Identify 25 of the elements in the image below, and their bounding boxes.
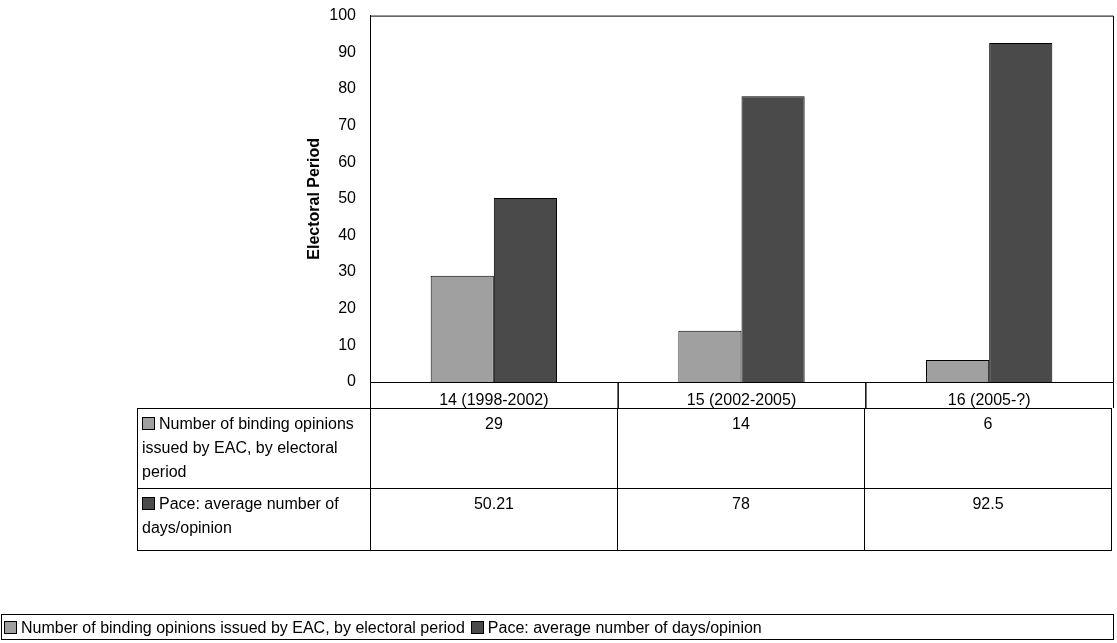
y-tick-label: 0 [347, 372, 357, 390]
legend-label: Number of binding opinions issued by EAC, by electoral period [137, 408, 371, 489]
text: Number of binding opinions issued by EAC, by electoral period [21, 619, 465, 636]
data-label: 78 [617, 488, 865, 551]
y-tick-label: 60 [338, 152, 357, 170]
y-tick-label: 80 [338, 79, 357, 97]
y-tick-label: 70 [338, 115, 357, 133]
x-tick-label: 15 (2002-2005) [686, 391, 797, 409]
y-tick-label: 50 [338, 189, 357, 207]
x-tick-label: 16 (2005-?) [947, 391, 1031, 409]
x-tick-label: 14 (1998-2002) [439, 391, 549, 409]
data-label: 14 [617, 408, 865, 489]
y-tick-label: 40 [338, 225, 357, 243]
legend-label: Pace: average number of days/opinion [137, 488, 371, 551]
data-label: 29 [370, 408, 618, 489]
data-label: 92.5 [864, 488, 1112, 551]
data-label: 50.21 [370, 488, 618, 551]
data-label: 6 [864, 408, 1112, 489]
y-tick-label: 10 [338, 335, 357, 353]
y-tick-label: 90 [338, 42, 357, 60]
y-axis-title: Electoral Period [305, 137, 323, 260]
y-tick-label: 20 [338, 299, 357, 317]
y-tick-label: 30 [338, 262, 357, 280]
y-tick-label: 100 [329, 6, 357, 24]
text: Pace: average number of days/opinion [487, 619, 762, 636]
